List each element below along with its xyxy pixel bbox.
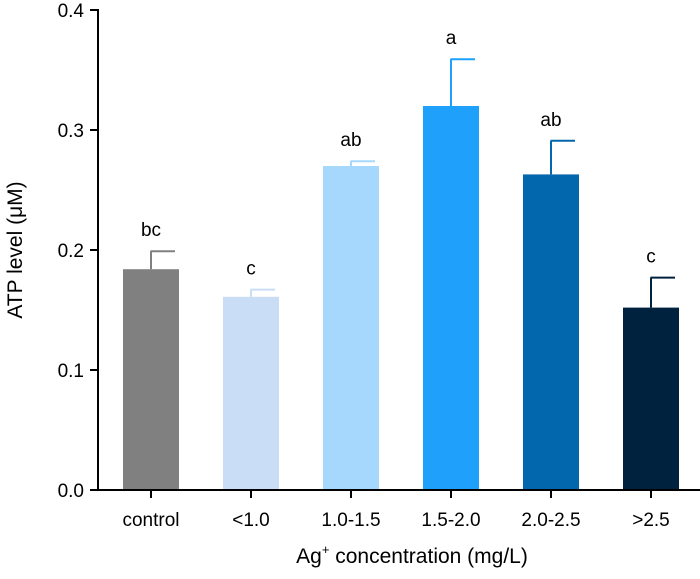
bar-0 (123, 269, 179, 490)
significance-letter: ab (340, 130, 361, 151)
x-tick-label: 1.5-2.0 (421, 510, 480, 531)
bar-5 (623, 307, 679, 490)
x-tick-label: >2.5 (632, 510, 670, 531)
significance-letter: a (446, 28, 457, 49)
y-tick-label: 0.4 (58, 1, 85, 22)
y-tick-label: 0.2 (58, 241, 84, 262)
bar-3 (423, 106, 479, 490)
y-tick-label: 0.0 (58, 481, 84, 502)
bars-group (123, 106, 679, 490)
x-tick-label: <1.0 (232, 510, 270, 531)
x-tick-label: control (122, 510, 179, 531)
bar-1 (223, 296, 279, 490)
x-axis-title-superscript: + (322, 542, 330, 557)
x-tick-label: 1.0-1.5 (321, 510, 380, 531)
significance-letters-group: bc c ab a ab c (141, 28, 656, 279)
significance-letter: c (246, 259, 256, 280)
y-tick-label: 0.1 (58, 361, 84, 382)
significance-letter: bc (141, 220, 161, 241)
x-axis-title-suffix: concentration (mg/L) (329, 545, 527, 568)
y-ticks-group: 0.0 0.1 0.2 0.3 0.4 (58, 1, 98, 502)
error-bars-group (150, 58, 675, 308)
x-axis-title-prefix: Ag (296, 545, 322, 568)
significance-letter: c (646, 247, 656, 268)
y-tick-label: 0.3 (58, 121, 84, 142)
y-axis-title: ATP level (μM) (4, 181, 27, 318)
x-ticks-group: control <1.0 1.0-1.5 1.5-2.0 2.0-2.5 >2.5 (122, 490, 670, 531)
bar-2 (323, 166, 379, 490)
x-tick-label: 2.0-2.5 (521, 510, 580, 531)
bar-4 (523, 174, 579, 490)
significance-letter: ab (540, 110, 561, 131)
x-axis-title: Ag+ concentration (mg/L) (296, 542, 528, 568)
